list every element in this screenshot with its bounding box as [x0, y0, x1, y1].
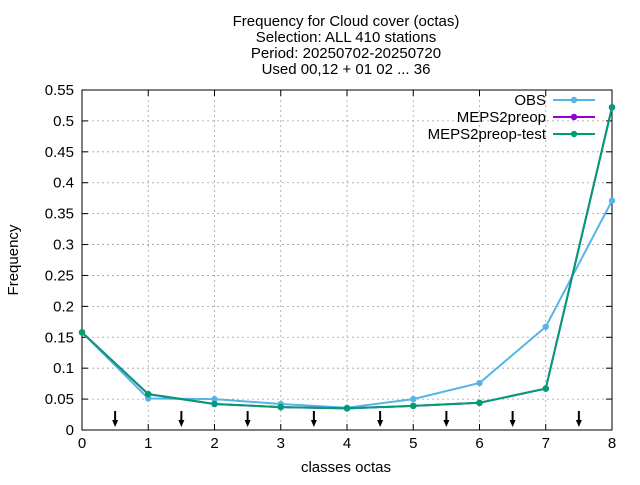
y-tick-label: 0.5	[53, 113, 74, 130]
x-tick-label: 4	[343, 435, 351, 452]
x-tick-label: 0	[78, 435, 86, 452]
arrows	[112, 411, 582, 427]
y-tick-label: 0.05	[45, 391, 74, 408]
y-tick-label: 0.2	[53, 298, 74, 315]
data-point	[277, 403, 284, 411]
data-point	[542, 323, 549, 330]
legend-label: OBS	[514, 92, 546, 109]
x-tick-label: 8	[608, 435, 616, 452]
grid	[82, 90, 612, 430]
y-tick-label: 0	[66, 422, 74, 439]
title-line-4: Used 00,12 + 01 02 ... 36	[262, 61, 431, 78]
arrow-head	[377, 420, 384, 427]
y-axis-label: Frequency	[5, 224, 22, 295]
data-point	[608, 197, 616, 204]
plot-frame	[81, 89, 613, 431]
data-point	[410, 395, 417, 403]
arrow-head	[178, 420, 185, 427]
y-tick-label: 0.4	[53, 175, 74, 192]
series-line	[81, 107, 613, 410]
arrow-head	[443, 420, 450, 427]
data-point	[211, 395, 218, 403]
x-tick-label: 2	[210, 435, 218, 452]
x-tick-label: 7	[542, 435, 550, 452]
series-group	[78, 104, 616, 412]
data-point	[542, 385, 549, 392]
x-axis-label: classes octas	[301, 459, 391, 476]
x-tick-label: 1	[144, 435, 152, 452]
x-tick-label: 6	[475, 435, 483, 452]
ticks: 0 1 2 3 4 5 6 7 8 0 0.05 0.1 0.15 0.2 0.25 0.3 0.35 0.4 0.…	[45, 82, 616, 452]
legend-label: MEPS2preop	[457, 109, 546, 126]
data-point	[343, 405, 351, 412]
data-point	[476, 399, 483, 406]
legend-marker	[570, 130, 578, 138]
y-tick-label: 0.1	[53, 360, 74, 377]
arrow-head	[244, 420, 251, 427]
arrow-head	[509, 420, 516, 427]
arrow-head	[575, 420, 582, 427]
arrow-head	[310, 420, 317, 427]
y-tick-label: 0.25	[45, 267, 74, 284]
data-point	[410, 402, 417, 410]
y-tick-label: 0.15	[45, 329, 74, 346]
x-tick-label: 3	[277, 435, 285, 452]
data-point	[476, 379, 483, 387]
series-line	[81, 107, 613, 410]
title-line-1: Frequency for Cloud cover (octas)	[233, 13, 460, 30]
title-line-3: Period: 20250702-20250720	[251, 45, 441, 62]
data-point	[608, 104, 616, 111]
y-tick-label: 0.35	[45, 206, 74, 223]
legend-marker	[570, 96, 578, 104]
legend-marker	[570, 113, 578, 121]
y-tick-label: 0.45	[45, 144, 74, 161]
data-point	[211, 400, 218, 408]
title-line-2: Selection: ALL 410 stations	[256, 29, 436, 46]
arrow-head	[112, 420, 119, 427]
x-tick-label: 5	[409, 435, 417, 452]
data-point	[78, 329, 86, 336]
data-point	[145, 390, 152, 398]
y-tick-label: 0.55	[45, 82, 74, 99]
y-tick-label: 0.3	[53, 237, 74, 254]
title-block: Frequency for Cloud cover (octas) Select…	[233, 13, 460, 78]
legend-label: MEPS2preop-test	[428, 126, 547, 143]
